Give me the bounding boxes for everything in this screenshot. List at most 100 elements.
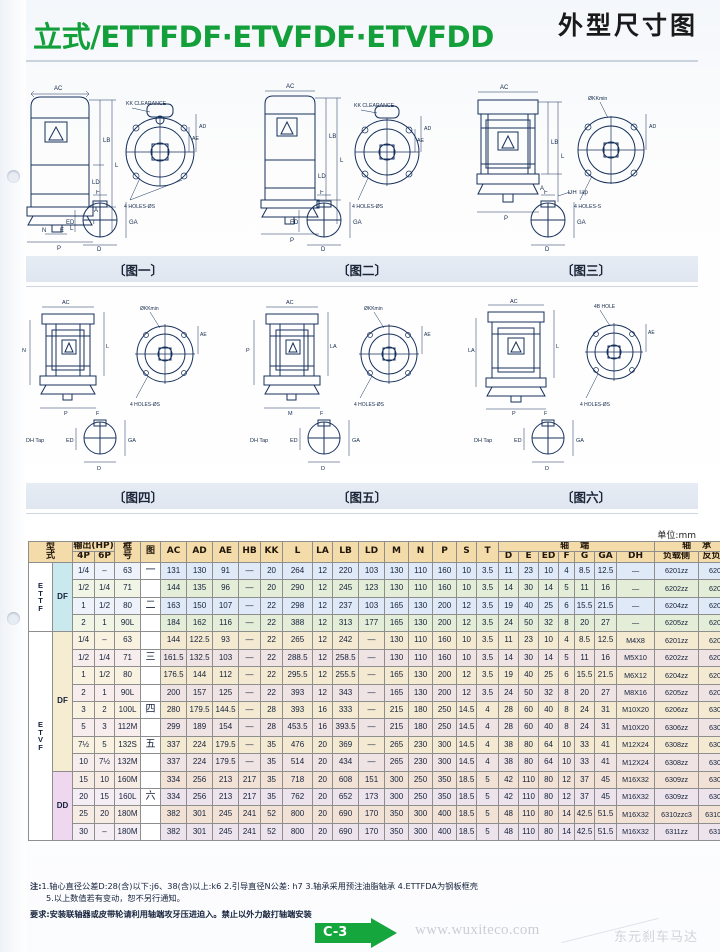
cell-shaft-dh: M16X32 [616,805,656,824]
cell-dim-ae: 213 [212,770,240,789]
spec-table-container: 型 式 输出(HP) 框 号 图 AC AD AE HB KK L LA LB … [27,540,720,842]
cell-dim-t: 3.5 [476,648,500,668]
cell-dim-t: 3.5 [476,683,500,703]
table-row: 7½ 5 132S 五 337 224 179.5—35 476 20 369—265 230 300… [29,735,720,755]
cell-dim-s: 18.5 [456,787,478,807]
header-divider [26,60,698,62]
cell-shaft-f: 12 [558,770,576,789]
cell-dim-t: 5 [476,787,500,807]
cell-dim-ld: — [358,666,386,685]
cell-frame: 80 [114,596,142,616]
cell-shaft-e: 23 [518,631,540,650]
cell-shaft-f: 4 [558,561,576,581]
cell-dim-kk: 22 [260,596,284,616]
svg-text:AC: AC [54,86,63,92]
svg-text:F: F [96,190,100,196]
svg-text:AD: AD [424,126,431,132]
cell-dim-hb: — [238,596,262,616]
cell-shaft-dh: M8X16 [616,683,656,703]
cell-bearing-antiload: 6203zz [698,596,720,616]
requirement-label: 要求: [30,909,50,919]
cell-bearing-load: 6308zz [654,753,700,772]
cell-dim-p: 200 [432,614,458,633]
cell-dim-t: 4 [476,753,500,772]
cell-shaft-d: 38 [498,753,520,772]
cell-dim-hb: — [238,631,262,650]
svg-text:N: N [22,348,26,354]
cell-dim-s: 14.5 [456,718,478,737]
type-letter: T [38,727,43,737]
svg-text:D: D [97,466,101,472]
cell-shaft-ga: 31 [594,700,618,720]
cell-shaft-dh: M10X20 [616,700,656,720]
cell-bearing-antiload: 6204zz [698,666,720,685]
cell-dim-s: 12 [456,596,478,616]
cell-dim-lb: 608 [332,770,360,789]
cell-figure: 三 [140,648,162,668]
svg-text:P: P [504,216,508,222]
svg-text:GA: GA [353,220,362,226]
cell-dim-kk: 22 [260,648,284,668]
cell-shaft-ed: 32 [538,683,560,703]
svg-text:A: A [94,208,98,214]
cell-shaft-f: 5 [558,579,576,598]
shaft-detail-3: F GA D DH Tap [448,190,672,252]
cell-shaft-e: 40 [518,596,540,616]
cell-shaft-e: 50 [518,683,540,703]
page-title: 立式/ETTFDF·ETVFDF·ETVFDD [33,14,494,56]
page-title-models: ETTFDF·ETVFDF·ETVFDD [100,20,494,54]
svg-text:ED: ED [514,438,522,444]
th-dim-ad: AD [186,541,214,563]
note-text-1: 1.轴心直径公差D:28(含)以下:j6、38(含)以上:k6 2.引导直径N公… [41,881,478,891]
cell-dim-ld: 173 [358,787,386,807]
th-shaft-dh: DH [616,551,656,563]
svg-text:D: D [97,247,102,252]
cell-dim-ld: 170 [358,822,386,842]
cell-shaft-e: 110 [518,787,540,807]
cell-hp-6p: 1 [94,683,116,703]
cell-dim-ld: — [358,683,386,703]
cell-shaft-e: 80 [518,735,540,755]
cell-dim-hb: — [238,683,262,703]
cell-hp-6p: – [94,631,116,650]
svg-text:ØKKmin: ØKKmin [140,306,159,312]
cell-dim-kk: 35 [260,770,284,789]
shaft-detail-4: F ED GA D DH Tap [0,410,224,472]
cell-hp-6p: 1/4 [94,579,116,598]
cell-dim-ac: 163 [160,596,188,616]
cell-dim-la: 12 [312,648,334,668]
figure-caption-3: 〔图三〕 [560,262,611,278]
cell-shaft-ga: 41 [594,735,618,755]
cell-shaft-g: 8.5 [574,561,596,581]
cell-bearing-antiload: 6307zz [698,770,720,789]
cell-dim-n: 130 [408,614,434,633]
svg-text:D: D [321,247,326,252]
cell-dim-l: 718 [282,770,314,789]
cell-dim-kk: 35 [260,753,284,772]
cell-shaft-ed: 25 [538,666,560,685]
cell-hp-6p: – [94,822,116,842]
arrow-shaft [315,923,375,943]
cell-shaft-ga: 45 [594,787,618,807]
cell-shaft-ed: 64 [538,735,560,755]
cell-dim-ld: 151 [358,770,386,789]
page-footer: C-3 www.wuxiteco.com 东元刹车马达 [0,916,720,952]
svg-text:ED: ED [290,438,298,444]
cell-shaft-ed: 10 [538,631,560,650]
cell-shaft-ed: 32 [538,614,560,633]
cell-hp-4p: 20 [72,787,96,807]
cell-dim-ld: — [358,648,386,668]
cell-dim-m: 165 [384,683,410,703]
cell-dim-kk: 28 [260,718,284,737]
spec-table-head: 型 式 输出(HP) 框 号 图 AC AD AE HB KK L LA LB … [27,540,720,563]
cell-shaft-g: 37 [574,787,596,807]
cell-figure: 一 [140,561,162,581]
cell-shaft-f: 8 [558,718,576,737]
cell-frame: 63 [114,631,142,650]
cell-dim-t: 4 [476,735,500,755]
figure-row-top: AC LB L LD A N E L T P [0,72,672,252]
svg-text:GA: GA [128,438,136,444]
footer-brand: 东元刹车马达 [613,930,698,945]
cell-dim-la: 20 [312,735,334,755]
cell-dim-s: 14.5 [456,700,478,720]
